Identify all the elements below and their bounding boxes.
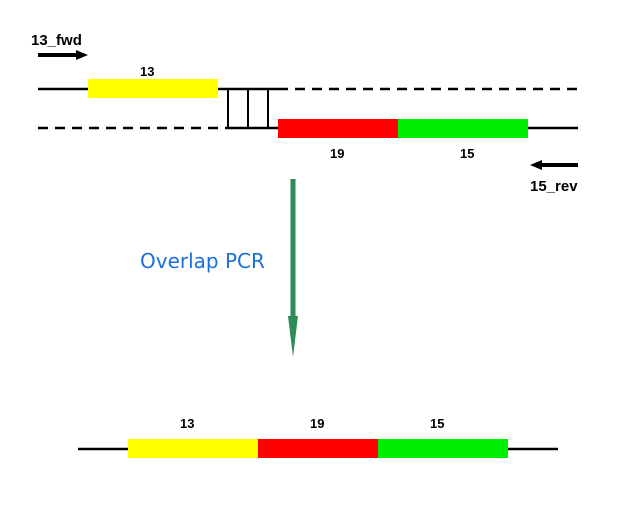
overlap-region <box>227 89 269 128</box>
product-segment-15-label: 15 <box>430 416 444 431</box>
bottom-segment-15 <box>398 119 528 138</box>
product-segment-13 <box>128 439 258 458</box>
top-segment-13 <box>88 79 218 98</box>
product-segment-19-label: 19 <box>310 416 324 431</box>
bottom-segment-19-label: 19 <box>330 146 344 161</box>
reverse-primer-label: 15_rev <box>530 178 578 195</box>
reverse-primer-arrow <box>530 160 578 170</box>
process-arrow <box>288 179 298 357</box>
bottom-segment-15-label: 15 <box>460 146 474 161</box>
forward-primer-label: 13_fwd <box>31 32 82 49</box>
product-segment-19 <box>258 439 378 458</box>
bottom-segment-19 <box>278 119 398 138</box>
top-segment-13-label: 13 <box>140 64 154 79</box>
product-segment-15 <box>378 439 508 458</box>
method-label: Overlap PCR <box>140 249 265 273</box>
product-segment-13-label: 13 <box>180 416 194 431</box>
forward-primer-arrow <box>38 50 88 60</box>
